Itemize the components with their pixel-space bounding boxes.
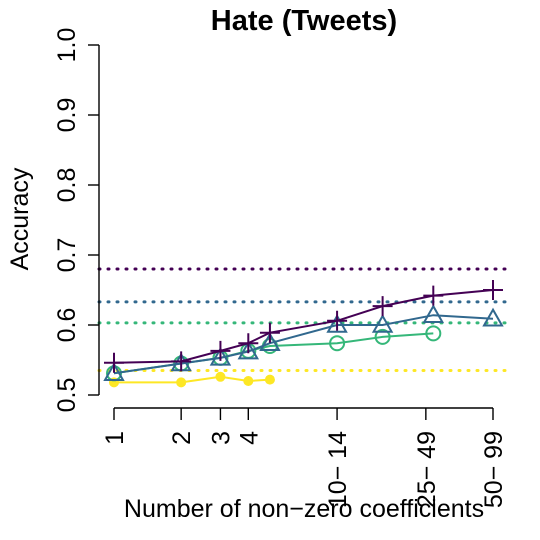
x-tick-label: 3 <box>207 431 235 445</box>
data-point <box>104 352 124 373</box>
data-point <box>374 328 391 345</box>
x-tick-label: 10− 14 <box>324 431 352 508</box>
x-axis: 1 2 3 4 10− 14 25− 49 50− 99 <box>101 407 508 508</box>
y-tick-label: 0.7 <box>53 238 81 273</box>
x-tick-label: 4 <box>235 431 263 445</box>
data-point <box>171 351 192 372</box>
y-tick-label: 0.9 <box>53 98 81 133</box>
series <box>104 280 503 373</box>
y-axis-label: Accuracy <box>6 167 34 270</box>
series <box>103 304 504 382</box>
x-axis-label: Number of non−zero coefficients <box>124 495 484 523</box>
data-point <box>215 371 226 382</box>
data-point <box>327 310 348 331</box>
data-point <box>482 307 504 327</box>
data-point <box>423 285 444 306</box>
baseline-lines <box>97 267 510 372</box>
data-point <box>103 362 125 382</box>
data-point <box>209 346 232 366</box>
y-axis: 0.5 0.6 0.7 0.8 0.9 1.0 <box>53 28 100 413</box>
series <box>106 325 442 382</box>
data-point <box>176 377 187 388</box>
data-point <box>372 296 393 317</box>
data-point <box>425 325 442 342</box>
data-point <box>243 376 254 386</box>
chart-title: Hate (Tweets) <box>211 5 397 37</box>
data-point <box>329 335 346 352</box>
data-point <box>371 313 394 333</box>
data-point <box>210 340 231 361</box>
y-tick-label: 0.6 <box>53 308 81 343</box>
y-tick-label: 1.0 <box>53 28 81 63</box>
y-tick-label: 0.8 <box>53 168 81 203</box>
data-point <box>483 280 503 300</box>
data-point <box>238 333 259 354</box>
data-point <box>422 304 445 323</box>
x-tick-label: 2 <box>168 431 196 445</box>
data-point <box>237 340 260 360</box>
x-tick-label: 1 <box>101 431 129 445</box>
y-tick-label: 0.5 <box>53 378 81 413</box>
data-point <box>264 374 275 385</box>
data-point <box>259 322 280 343</box>
series-line <box>113 314 494 375</box>
data-point <box>259 332 281 351</box>
series <box>109 371 275 388</box>
x-tick-label: 50− 99 <box>480 431 508 508</box>
x-tick-label: 25− 49 <box>413 431 441 508</box>
data-point <box>326 313 348 333</box>
series-layer <box>103 280 504 388</box>
